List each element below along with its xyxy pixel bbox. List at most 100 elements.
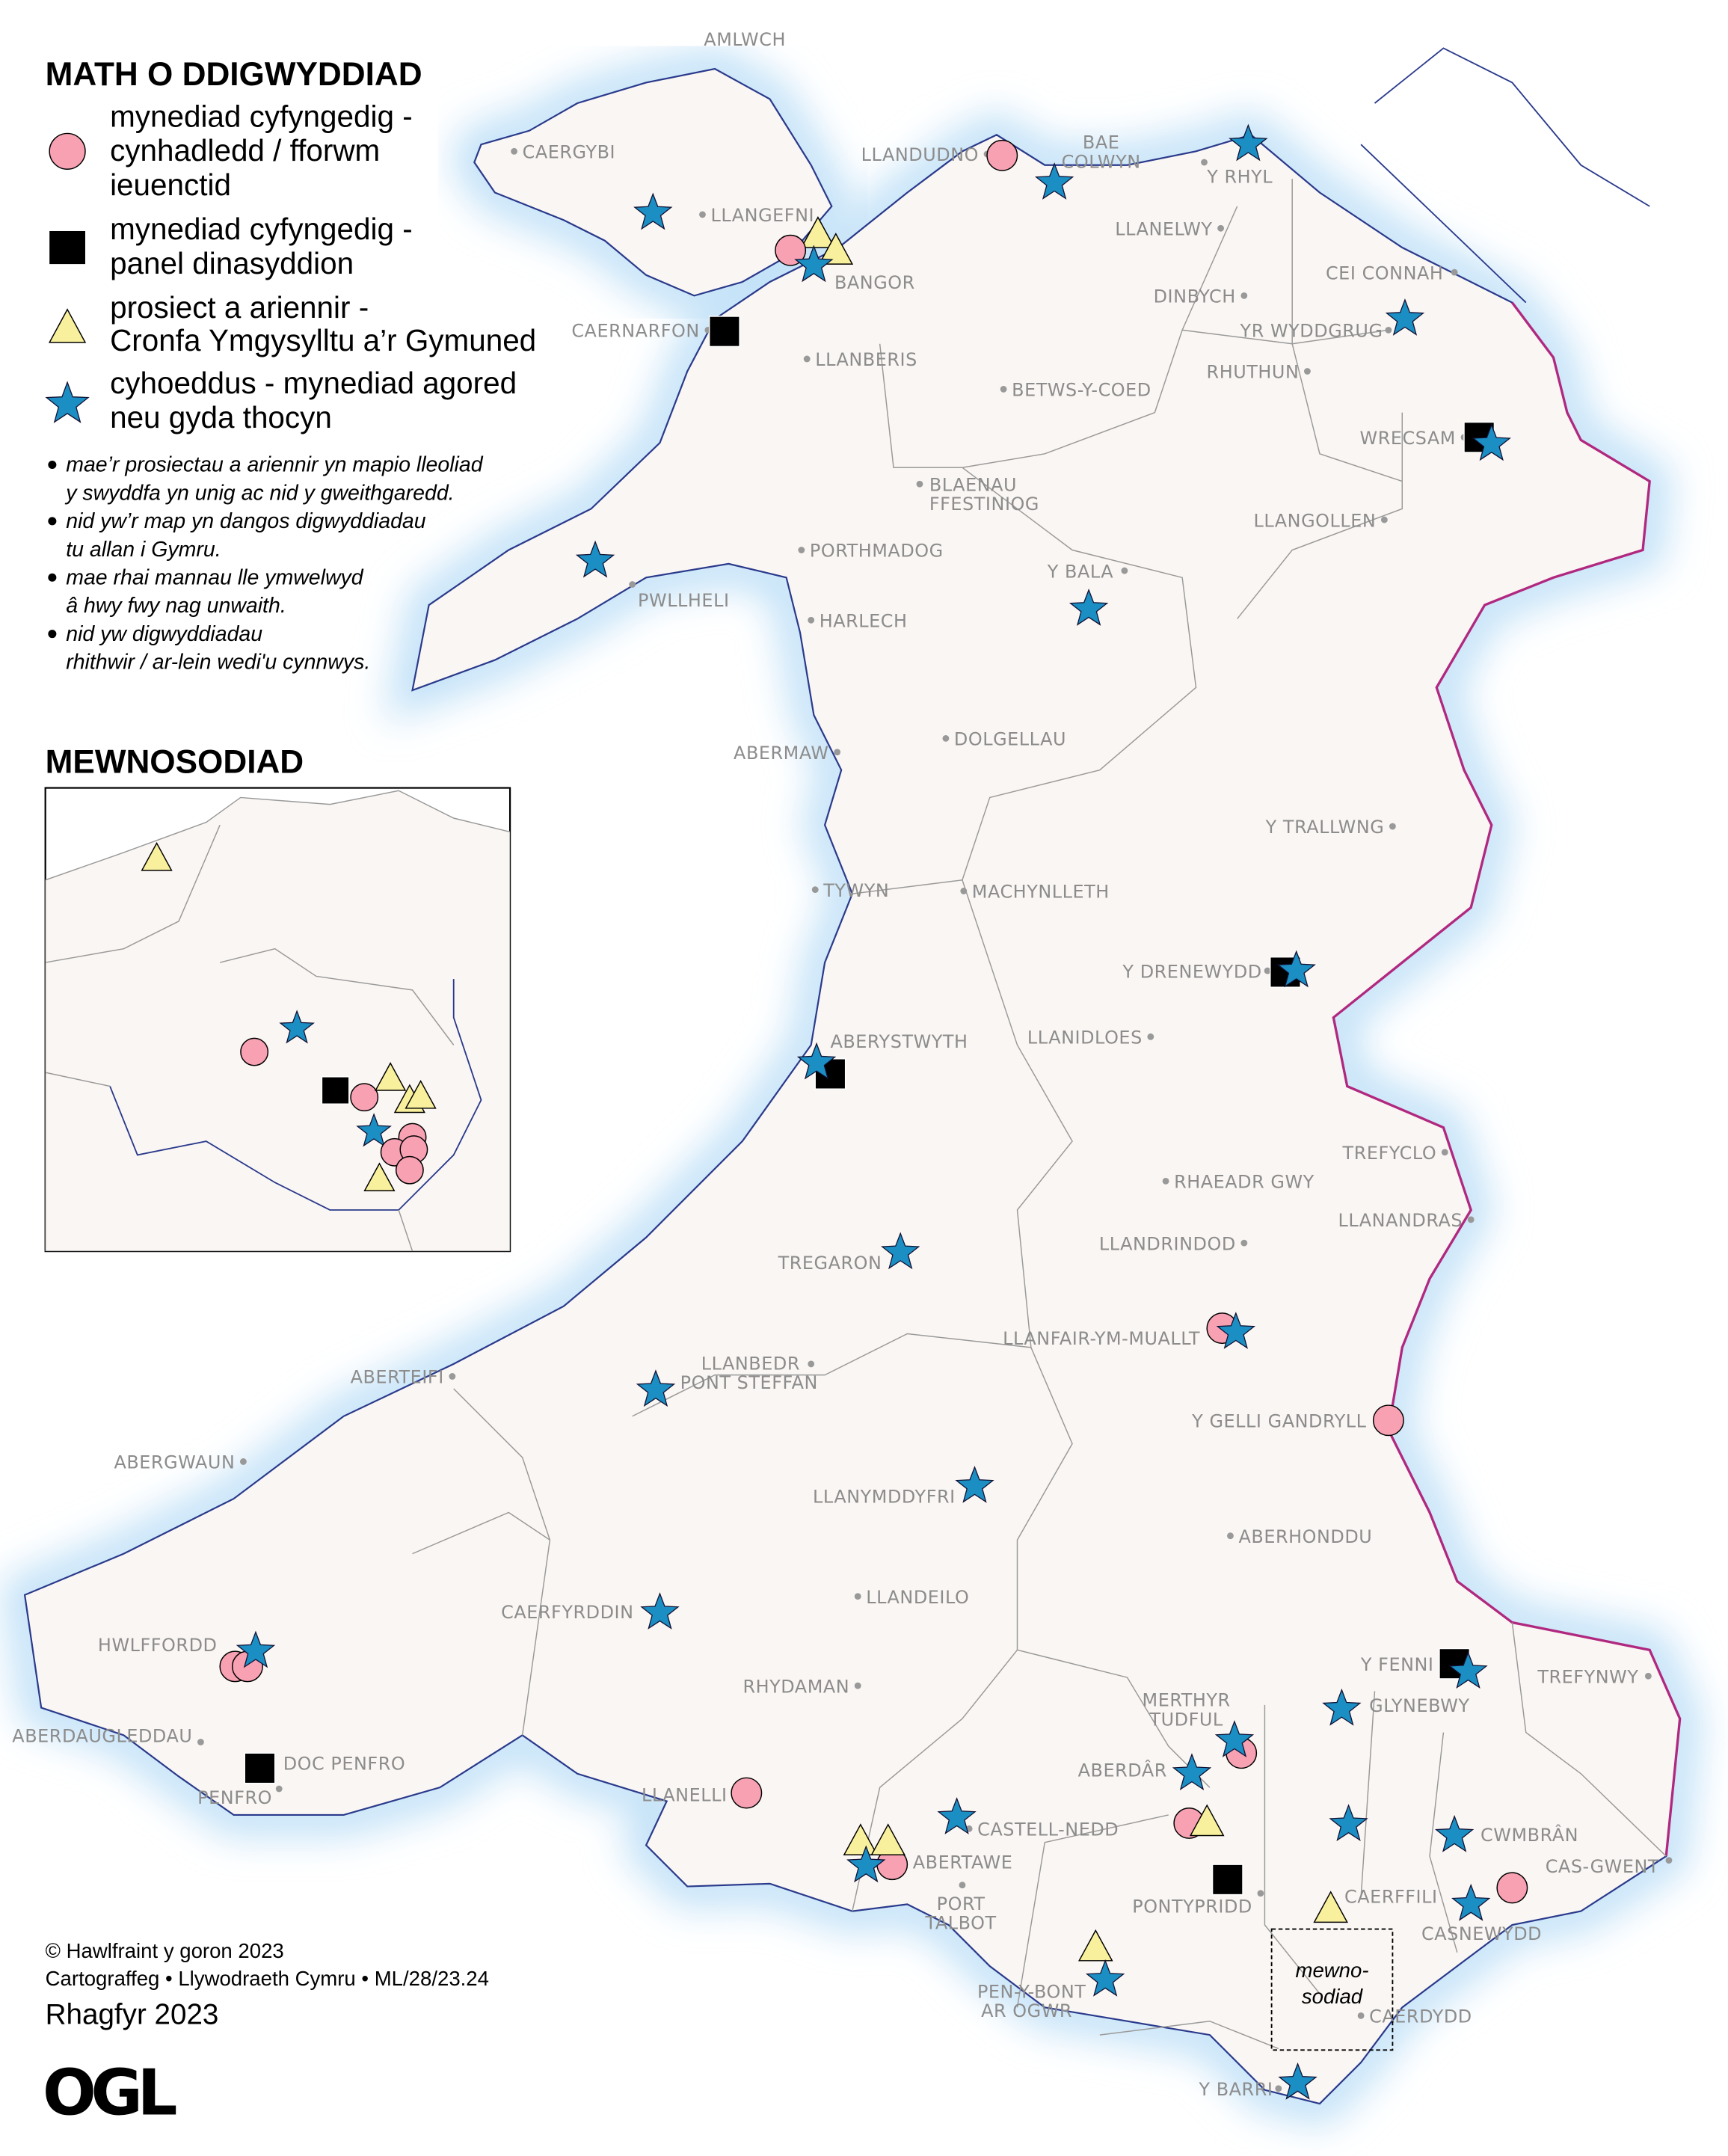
funded-project-triangle <box>1189 1804 1225 1837</box>
town-label: BETWS-Y-COED <box>1012 380 1152 401</box>
town-label: HWLFFORDD <box>98 1635 218 1656</box>
public-event-star <box>794 245 834 283</box>
town-label: BAE <box>1083 132 1119 153</box>
town-label: LLANGOLLEN <box>1254 510 1377 531</box>
town-label: PORT <box>937 1894 986 1914</box>
town-label: HARLECH <box>820 610 908 631</box>
town-dot <box>1121 567 1128 574</box>
town-label: ABERTAWE <box>913 1852 1013 1873</box>
public-event-star <box>1385 298 1425 336</box>
bullet-icon <box>48 461 57 470</box>
town-label: FFESTINIOG <box>929 494 1039 515</box>
district-boundary <box>1264 1704 1320 1994</box>
town-label: ABERMAW <box>734 743 829 764</box>
district-boundary <box>1360 1691 1376 1898</box>
note-line: nid yw’r map yn dangos digwyddiadau <box>66 509 426 533</box>
inset-area-label-1: mewno- <box>1295 1959 1368 1982</box>
public-event-star <box>1434 1814 1475 1852</box>
legend-item-3-line-2: Cronfa Ymgysylltu a’r Gymuned <box>110 323 536 357</box>
bullet-icon <box>48 573 57 582</box>
town-label: RHYDAMAN <box>742 1676 849 1697</box>
town-dot <box>1451 268 1458 276</box>
town-label: BLAENAU <box>929 474 1017 495</box>
legend-pink-circle-icon <box>49 132 86 170</box>
town-label: Y FENNI <box>1360 1654 1434 1675</box>
town-label: MACHYNLLETH <box>972 882 1110 903</box>
town-dot <box>1240 292 1248 299</box>
town-dot <box>1147 1033 1154 1040</box>
public-event-star <box>1278 2062 1317 2100</box>
public-event-star <box>279 1010 315 1044</box>
england-border <box>1332 301 1682 1857</box>
funded-project-triangle <box>818 233 854 265</box>
town-dot <box>1441 1149 1448 1156</box>
inset-area-label-2: sodiad <box>1302 1985 1364 2008</box>
town-label: TREFYCLO <box>1342 1143 1437 1164</box>
legend-item-1-line-1: mynediad cyfyngedig - <box>110 99 413 133</box>
public-event-star <box>1448 1651 1488 1689</box>
youth-forum-circle <box>350 1083 379 1112</box>
inset-map <box>44 787 511 1253</box>
public-event-star <box>955 1465 994 1503</box>
town-label: LLANYMDDYFRI <box>813 1487 956 1508</box>
funded-project-triangle <box>363 1162 396 1191</box>
public-event-star <box>1034 162 1074 200</box>
district-boundary <box>1511 1622 1667 1857</box>
town-label: LLANDEILO <box>866 1587 969 1608</box>
public-event-star <box>1172 1753 1212 1791</box>
town-label: DINBYCH <box>1154 286 1236 307</box>
town-label: YR WYDDGRUG <box>1240 321 1383 342</box>
town-label: CAERFFILI <box>1344 1887 1438 1908</box>
town-dot <box>1665 1857 1673 1864</box>
town-dot <box>1275 2085 1282 2092</box>
town-dot <box>854 1593 861 1600</box>
town-label: Y BARRI <box>1198 2079 1273 2100</box>
funded-project-triangle <box>1313 1891 1348 1923</box>
funded-project-triangle <box>843 1823 879 1855</box>
town-dot <box>1201 159 1208 166</box>
town-label: Y GELLI GANDRYLL <box>1191 1410 1366 1431</box>
town-label: CASNEWYDD <box>1421 1923 1542 1944</box>
youth-forum-circle <box>986 139 1018 171</box>
town-label: PWLLHELI <box>638 590 729 611</box>
town-dot <box>275 1785 283 1793</box>
legend-black-square-icon <box>49 230 85 265</box>
town-label: ABERTEIFI <box>351 1367 444 1388</box>
town-label: ABERDAUGLEDDAU <box>12 1725 192 1746</box>
town-dot <box>916 480 923 488</box>
town-label: PORTHMADOG <box>810 541 944 562</box>
town-label: PONT STEFFAN <box>680 1372 818 1393</box>
town-dot <box>240 1458 247 1465</box>
funded-project-triangle <box>375 1062 407 1091</box>
public-event-star <box>1085 1959 1125 1997</box>
public-event-star <box>575 540 615 578</box>
town-dot <box>1380 516 1388 523</box>
town-label: MERTHYR <box>1143 1690 1231 1711</box>
town-dot <box>811 886 819 894</box>
town-label: CASTELL-NEDD <box>977 1819 1119 1840</box>
town-label: LLANIDLOES <box>1027 1028 1143 1048</box>
town-label: CWMBRÂN <box>1481 1824 1578 1846</box>
town-label: TREFYNWY <box>1537 1666 1638 1687</box>
public-event-star <box>1276 950 1316 988</box>
town-label: Y RHYL <box>1206 167 1273 188</box>
town-label: LLANANDRAS <box>1338 1210 1463 1231</box>
legend-blue-star-icon <box>45 381 90 423</box>
note-line: rhithwir / ar-lein wedi'u cynnwys. <box>66 651 370 675</box>
town-dot <box>1357 2012 1365 2019</box>
public-event-star <box>1069 589 1109 626</box>
town-label: LLANELWY <box>1115 218 1212 239</box>
legend: MATH O DDIGWYDDIAD mynediad cyfyngedig -… <box>45 56 536 675</box>
public-event-star <box>1322 1688 1362 1726</box>
youth-forum-circle <box>731 1777 763 1809</box>
legend-item-4-line-2: neu gyda thocyn <box>110 400 332 434</box>
district-boundary <box>852 1649 1211 1911</box>
town-label: TREGARON <box>778 1253 882 1274</box>
town-dot <box>808 616 815 624</box>
town-dot <box>1227 1532 1234 1540</box>
public-event-star <box>796 1042 837 1080</box>
legend-item-2-line-1: mynediad cyfyngedig - <box>110 212 413 246</box>
ogl-logo: OGL <box>43 2057 182 2130</box>
citizens-panel-square <box>1211 1864 1243 1896</box>
town-dot <box>1217 224 1225 232</box>
